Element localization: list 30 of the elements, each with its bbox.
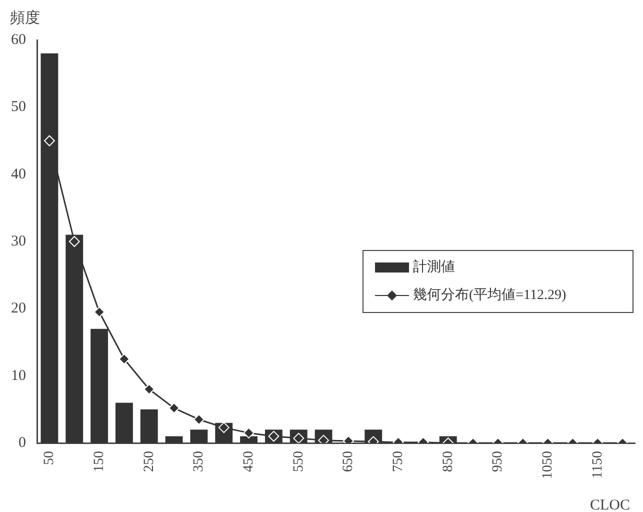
x-tick-label: 50 — [42, 451, 58, 465]
point — [68, 236, 80, 247]
point — [44, 135, 55, 146]
bar — [165, 436, 183, 443]
bar — [190, 430, 208, 443]
y-tick-label: 50 — [11, 99, 26, 116]
bar — [115, 402, 133, 443]
legend-label: 幾何分布(平均値=112.29) — [413, 287, 567, 304]
point — [94, 306, 105, 318]
x-tick-label: 450 — [241, 451, 256, 472]
y-tick-label: 0 — [18, 434, 26, 451]
x-tick-label: 350 — [192, 451, 207, 472]
x-tick-label: 150 — [92, 451, 107, 472]
x-axis-title: CLOC — [590, 497, 630, 512]
x-tick-label: 550 — [291, 451, 306, 472]
y-axis-title: 頻度 — [10, 9, 40, 26]
y-tick-label: 10 — [11, 368, 26, 384]
x-tick-label: 1050 — [540, 451, 556, 479]
x-tick-label: 1150 — [590, 451, 606, 478]
y-tick-label: 30 — [11, 233, 26, 250]
x-tick-label: 750 — [390, 451, 406, 472]
legend-label: 計測値 — [413, 259, 455, 276]
x-tick-label: 950 — [490, 451, 506, 472]
y-tick-label: 60 — [11, 32, 26, 48]
x-tick-label: 650 — [341, 451, 356, 472]
x-tick-label: 850 — [440, 451, 456, 472]
bar — [140, 409, 158, 443]
y-tick-label: 40 — [11, 166, 26, 182]
x-tick-label: 250 — [142, 451, 157, 472]
y-tick-label: 20 — [11, 300, 26, 317]
